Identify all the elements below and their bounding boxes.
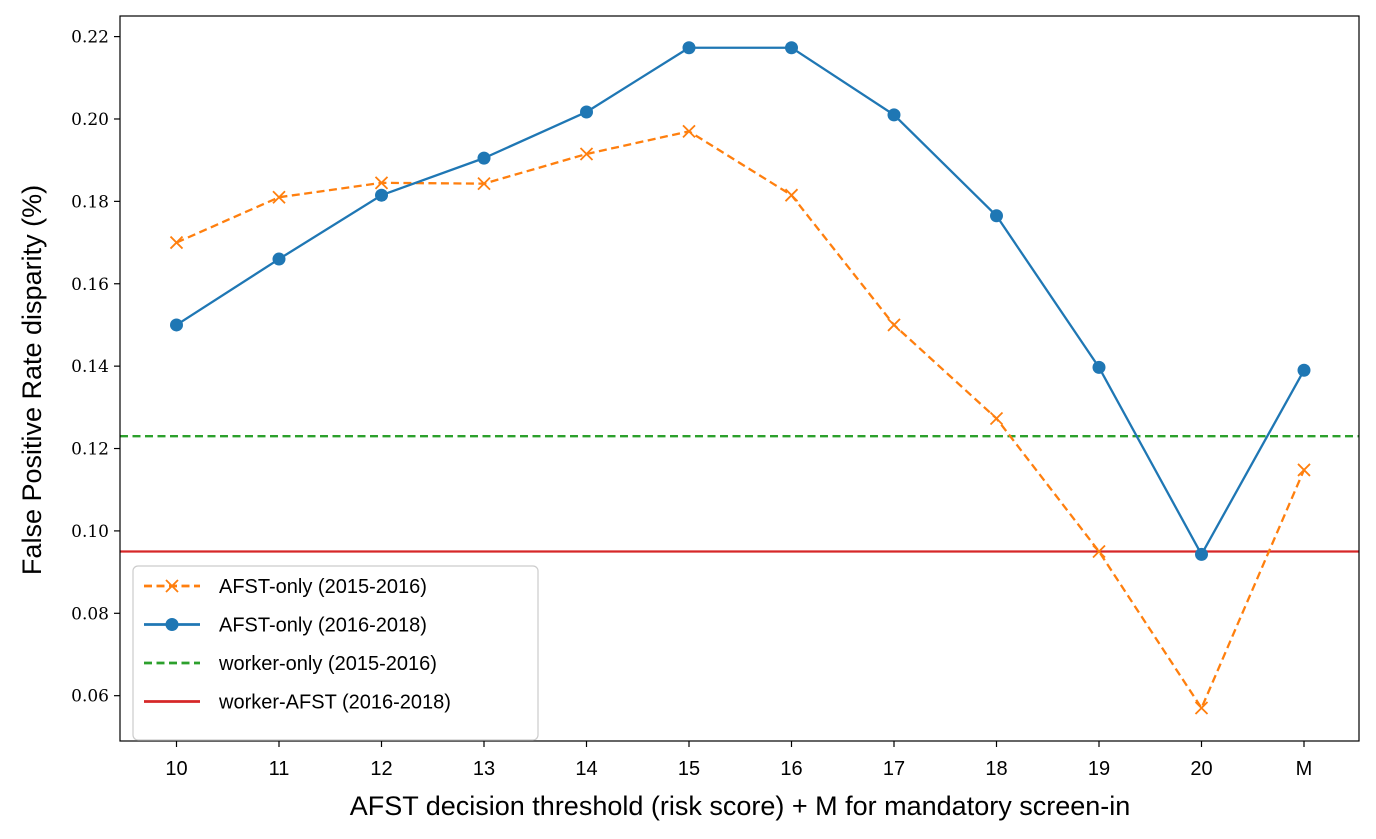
plot-frame <box>119 15 1360 742</box>
x-tick-label: 13 <box>473 758 495 780</box>
data-point-0-5 <box>682 124 696 138</box>
y-tick-label: 0.16 <box>71 275 109 295</box>
data-point-0-10 <box>1194 701 1209 715</box>
x-tick-label: 10 <box>165 758 187 780</box>
data-point-1-8 <box>990 209 1003 223</box>
x-tick-label: 18 <box>985 758 1007 780</box>
data-point-0-0 <box>169 235 184 250</box>
y-axis-label: False Positive Rate disparity (%) <box>17 185 47 575</box>
series-layer <box>169 41 1311 715</box>
legend-marker <box>165 618 179 631</box>
legend-entry-0: AFST-only (2015-2016) <box>144 576 427 598</box>
data-point-1-1 <box>272 252 286 266</box>
x-tick-label: 15 <box>678 758 700 780</box>
x-axis: 10 11 12 13 14 15 16 17 18 19 20 M <box>165 741 1312 780</box>
data-point-0-7 <box>887 318 901 332</box>
legend-entry-3: worker-AFST (2016-2018) <box>144 692 451 714</box>
x-tick-label: 11 <box>269 758 290 780</box>
data-point-1-3 <box>477 151 491 165</box>
data-point-1-2 <box>375 188 388 202</box>
data-point-0-11 <box>1297 463 1311 477</box>
data-point-0-2 <box>374 176 389 190</box>
series-line-1 <box>175 46 1306 556</box>
y-tick-label: 0.06 <box>71 687 109 707</box>
legend-marker <box>165 579 179 593</box>
data-point-0-4 <box>579 147 594 161</box>
y-tick-label: 0.14 <box>71 357 109 377</box>
data-point-0-9 <box>1092 544 1106 559</box>
x-tick-label: 12 <box>370 758 392 780</box>
series-line-0 <box>176 130 1306 710</box>
legend-label: AFST-only (2015-2016) <box>219 576 427 598</box>
legend-label: worker-AFST (2016-2018) <box>218 692 451 714</box>
data-point-1-7 <box>887 108 901 122</box>
legend-label: worker-only (2015-2016) <box>218 653 437 675</box>
data-point-0-3 <box>477 177 491 191</box>
data-point-0-8 <box>989 411 1004 426</box>
series-0 <box>169 124 1311 715</box>
data-point-1-11 <box>1297 363 1311 377</box>
x-tick-label: 19 <box>1088 758 1110 780</box>
series-1 <box>170 41 1311 561</box>
data-point-0-6 <box>784 188 799 202</box>
x-tick-label: 20 <box>1190 758 1212 780</box>
data-point-1-0 <box>170 318 183 332</box>
data-point-1-5 <box>682 41 696 55</box>
y-tick-label: 0.18 <box>71 192 109 212</box>
x-tick-label: 16 <box>780 758 802 780</box>
x-axis-label: AFST decision threshold (risk score) + M… <box>350 791 1131 821</box>
y-tick-label: 0.08 <box>71 604 109 624</box>
reference-lines <box>120 435 1359 553</box>
x-tick-label: 14 <box>575 758 597 780</box>
x-tick-label: M <box>1296 758 1313 780</box>
data-point-1-6 <box>785 41 798 55</box>
y-tick-label: 0.22 <box>71 28 109 48</box>
legend: AFST-only (2015-2016) AFST-only (2016-201… <box>132 565 539 741</box>
legend-box <box>132 565 539 741</box>
y-tick-label: 0.12 <box>71 440 109 460</box>
y-axis: 0.06 0.08 0.10 0.12 0.14 0.16 0.18 0.20 0.22 <box>71 28 120 707</box>
y-tick-label: 0.20 <box>71 110 109 130</box>
legend-entry-1: AFST-only (2016-2018) <box>144 615 427 637</box>
data-point-1-4 <box>580 105 593 119</box>
data-point-0-1 <box>272 190 286 204</box>
legend-label: AFST-only (2016-2018) <box>219 615 427 637</box>
legend-entry-2: worker-only (2015-2016) <box>144 653 437 675</box>
data-point-1-9 <box>1092 360 1106 374</box>
y-tick-label: 0.10 <box>71 522 109 542</box>
x-tick-label: 17 <box>883 758 905 780</box>
data-point-1-10 <box>1195 547 1208 561</box>
